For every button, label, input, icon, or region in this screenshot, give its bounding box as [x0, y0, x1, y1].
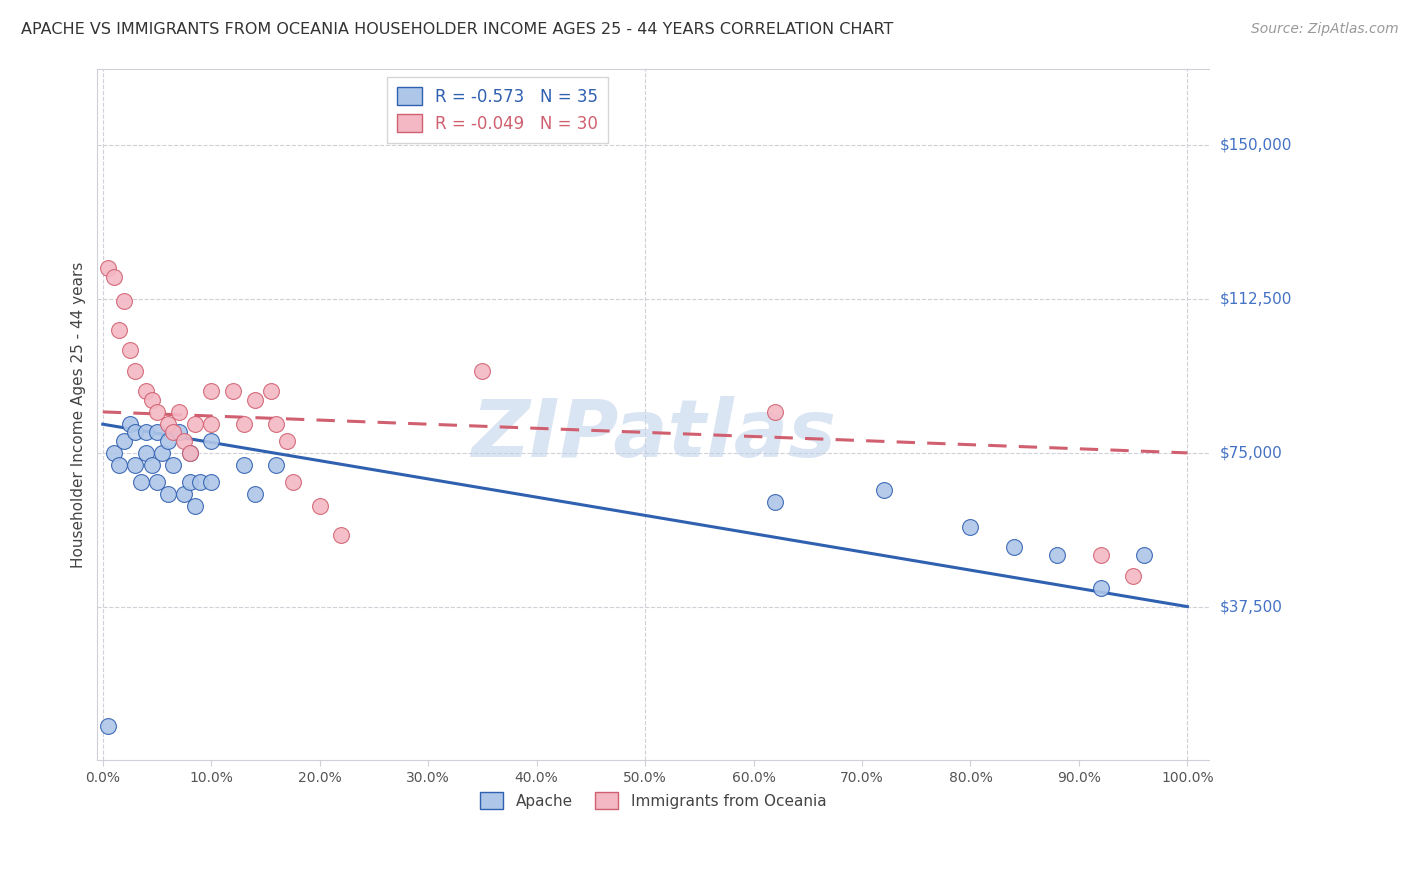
Point: [1046, 549, 1069, 563]
Point: [184, 417, 207, 432]
Point: [103, 446, 125, 460]
Point: [222, 384, 245, 399]
Text: $75,000: $75,000: [1220, 445, 1282, 460]
Point: [959, 519, 981, 533]
Text: APACHE VS IMMIGRANTS FROM OCEANIA HOUSEHOLDER INCOME AGES 25 - 44 YEARS CORRELAT: APACHE VS IMMIGRANTS FROM OCEANIA HOUSEH…: [21, 22, 893, 37]
Point: [146, 475, 169, 489]
Point: [243, 392, 266, 407]
Point: [156, 487, 179, 501]
Point: [167, 405, 190, 419]
Point: [156, 417, 179, 432]
Point: [276, 434, 298, 448]
Text: $37,500: $37,500: [1220, 599, 1284, 614]
Point: [471, 364, 494, 378]
Point: [129, 475, 152, 489]
Point: [124, 458, 146, 473]
Point: [763, 495, 786, 509]
Point: [103, 269, 125, 284]
Point: [200, 475, 222, 489]
Text: $112,500: $112,500: [1220, 292, 1292, 307]
Point: [135, 446, 157, 460]
Point: [232, 458, 254, 473]
Point: [118, 343, 141, 358]
Point: [108, 323, 131, 337]
Point: [179, 446, 201, 460]
Legend: Apache, Immigrants from Oceania: Apache, Immigrants from Oceania: [474, 786, 832, 815]
Point: [156, 434, 179, 448]
Point: [266, 458, 288, 473]
Point: [1090, 549, 1112, 563]
Point: [162, 425, 184, 440]
Point: [118, 417, 141, 432]
Point: [114, 434, 136, 448]
Point: [97, 718, 120, 732]
Point: [1122, 569, 1144, 583]
Point: [260, 384, 283, 399]
Point: [141, 392, 163, 407]
Point: [243, 487, 266, 501]
Y-axis label: Householder Income Ages 25 - 44 years: Householder Income Ages 25 - 44 years: [72, 261, 86, 567]
Point: [1002, 540, 1025, 554]
Point: [173, 487, 195, 501]
Point: [162, 458, 184, 473]
Point: [763, 405, 786, 419]
Point: [179, 475, 201, 489]
Point: [266, 417, 288, 432]
Point: [114, 294, 136, 309]
Point: [190, 475, 212, 489]
Point: [232, 417, 254, 432]
Point: [179, 446, 201, 460]
Text: Source: ZipAtlas.com: Source: ZipAtlas.com: [1251, 22, 1399, 37]
Point: [152, 446, 174, 460]
Point: [135, 425, 157, 440]
Point: [281, 475, 304, 489]
Point: [124, 425, 146, 440]
Point: [124, 364, 146, 378]
Point: [173, 434, 195, 448]
Point: [97, 261, 120, 276]
Point: [167, 425, 190, 440]
Text: $150,000: $150,000: [1220, 138, 1292, 153]
Point: [330, 528, 353, 542]
Point: [200, 417, 222, 432]
Point: [141, 458, 163, 473]
Point: [1090, 581, 1112, 595]
Point: [200, 384, 222, 399]
Point: [135, 384, 157, 399]
Point: [146, 405, 169, 419]
Point: [1133, 549, 1156, 563]
Point: [146, 425, 169, 440]
Point: [873, 483, 896, 497]
Point: [308, 499, 330, 513]
Text: ZIPatlas: ZIPatlas: [471, 396, 835, 475]
Point: [108, 458, 131, 473]
Point: [200, 434, 222, 448]
Point: [184, 499, 207, 513]
